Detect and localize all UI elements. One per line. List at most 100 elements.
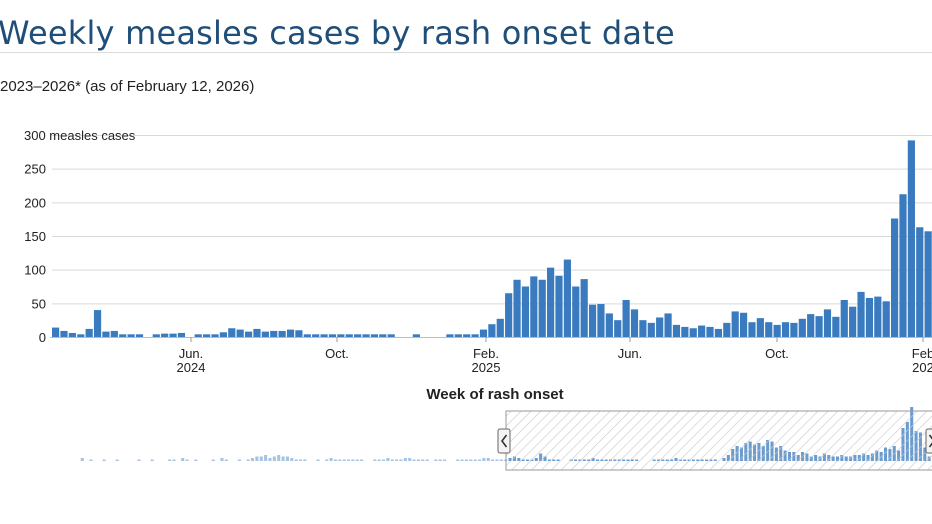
bar[interactable] <box>781 322 790 337</box>
bar[interactable] <box>882 301 890 337</box>
bar[interactable] <box>228 328 236 337</box>
navigator-right-handle[interactable] <box>925 428 932 454</box>
bar[interactable] <box>656 317 664 337</box>
bar[interactable] <box>236 329 244 337</box>
bar[interactable] <box>60 330 68 337</box>
bar[interactable] <box>614 320 622 337</box>
bar[interactable] <box>110 330 118 337</box>
navigator-left-handle[interactable] <box>497 428 511 454</box>
bar[interactable] <box>328 334 337 337</box>
bar[interactable] <box>152 334 160 337</box>
bar[interactable] <box>127 334 135 337</box>
bar[interactable] <box>798 318 806 337</box>
bar[interactable] <box>916 227 924 337</box>
bar[interactable] <box>488 324 496 337</box>
bar[interactable] <box>698 325 706 337</box>
bar[interactable] <box>479 329 488 337</box>
bar[interactable] <box>253 328 261 337</box>
bar[interactable] <box>312 334 320 337</box>
bar[interactable] <box>588 304 597 337</box>
bar[interactable] <box>672 324 681 337</box>
bar[interactable] <box>857 291 865 337</box>
bar[interactable] <box>337 334 345 337</box>
bar[interactable] <box>739 312 748 337</box>
bar[interactable] <box>706 326 714 337</box>
bar[interactable] <box>530 276 538 337</box>
bar[interactable] <box>85 328 93 337</box>
bar[interactable] <box>891 218 899 337</box>
bar[interactable] <box>849 306 857 337</box>
bar[interactable] <box>807 314 815 337</box>
range-navigator[interactable] <box>80 407 932 471</box>
bar[interactable] <box>563 259 571 337</box>
bar[interactable] <box>790 322 798 337</box>
bar[interactable] <box>773 324 781 337</box>
bar[interactable] <box>412 334 420 337</box>
bar[interactable] <box>68 332 76 337</box>
bar[interactable] <box>211 334 219 337</box>
bar[interactable] <box>454 334 462 337</box>
bar[interactable] <box>538 279 546 337</box>
bar[interactable] <box>731 311 739 337</box>
bar[interactable] <box>840 299 848 337</box>
bar[interactable] <box>135 334 144 337</box>
bar[interactable] <box>354 334 362 337</box>
bar[interactable] <box>513 279 521 337</box>
bar[interactable] <box>320 334 328 337</box>
bar[interactable] <box>689 328 697 337</box>
bar[interactable] <box>874 296 882 337</box>
bar[interactable] <box>446 334 454 337</box>
bar[interactable] <box>203 334 211 337</box>
bar[interactable] <box>899 194 907 337</box>
bar[interactable] <box>303 334 311 337</box>
bar[interactable] <box>521 286 530 338</box>
bar[interactable] <box>379 334 387 337</box>
bar[interactable] <box>270 330 278 337</box>
bar[interactable] <box>723 322 731 337</box>
bar[interactable] <box>605 313 613 337</box>
bar[interactable] <box>295 330 303 337</box>
bar[interactable] <box>832 316 840 337</box>
bar[interactable] <box>597 304 605 337</box>
bar[interactable] <box>547 267 555 337</box>
bar[interactable] <box>580 279 588 337</box>
bar[interactable] <box>278 330 286 337</box>
bar[interactable] <box>119 334 127 337</box>
bar[interactable] <box>219 332 227 337</box>
navigator-selected-window[interactable] <box>505 410 932 471</box>
bar[interactable] <box>639 320 647 337</box>
bar[interactable] <box>194 334 202 337</box>
bar[interactable] <box>370 334 379 337</box>
bar[interactable] <box>756 318 764 337</box>
bar[interactable] <box>924 231 932 337</box>
bar[interactable] <box>748 322 756 337</box>
bar[interactable] <box>463 334 471 337</box>
bar[interactable] <box>161 333 169 337</box>
bar[interactable] <box>169 333 177 337</box>
bar[interactable] <box>496 318 504 337</box>
bar[interactable] <box>647 322 655 337</box>
bar[interactable] <box>261 331 269 337</box>
bar[interactable] <box>77 334 85 337</box>
bar[interactable] <box>765 322 773 337</box>
bar[interactable] <box>907 140 915 337</box>
bar[interactable] <box>505 293 513 337</box>
bar[interactable] <box>362 334 370 337</box>
bar[interactable] <box>572 286 580 338</box>
bar[interactable] <box>93 310 102 337</box>
bar[interactable] <box>664 313 672 337</box>
bar[interactable] <box>177 332 186 337</box>
bar[interactable] <box>865 297 874 337</box>
bar[interactable] <box>622 299 630 337</box>
bar[interactable] <box>102 331 110 337</box>
bar[interactable] <box>681 326 689 337</box>
bar[interactable] <box>815 316 823 337</box>
bar[interactable] <box>555 275 563 337</box>
bar[interactable] <box>714 328 723 337</box>
bar[interactable] <box>345 334 353 337</box>
bar[interactable] <box>823 309 832 337</box>
bar[interactable] <box>244 331 253 337</box>
bar[interactable] <box>387 334 395 337</box>
bar[interactable] <box>286 329 295 337</box>
bar[interactable] <box>630 309 639 337</box>
